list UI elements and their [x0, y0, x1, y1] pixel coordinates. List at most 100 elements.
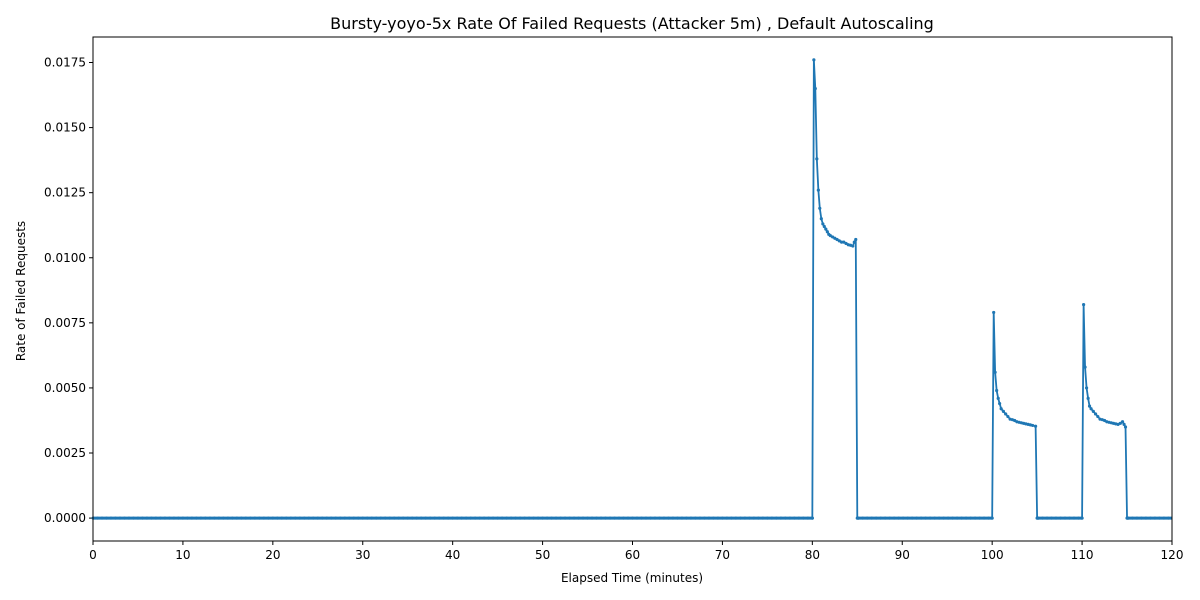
- baseline-point: [1144, 516, 1148, 520]
- baseline-point: [604, 516, 608, 520]
- baseline-point: [334, 516, 338, 520]
- baseline-point: [1054, 516, 1058, 520]
- y-axis-label: Rate of Failed Requests: [14, 221, 28, 361]
- baseline-point: [307, 516, 311, 520]
- baseline-point: [978, 516, 982, 520]
- baseline-point: [203, 516, 207, 520]
- baseline-point: [253, 516, 257, 520]
- baseline-point: [779, 516, 783, 520]
- baseline-point: [572, 516, 576, 520]
- baseline-point: [969, 516, 973, 520]
- x-tick-label: 70: [715, 548, 730, 562]
- baseline-point: [725, 516, 729, 520]
- baseline-point: [433, 516, 437, 520]
- baseline-point: [870, 516, 874, 520]
- data-point: [839, 240, 844, 244]
- baseline-point: [1041, 516, 1045, 520]
- data-point: [825, 230, 829, 234]
- baseline-point: [1139, 516, 1143, 520]
- baseline-point: [729, 516, 733, 520]
- baseline-point: [536, 516, 540, 520]
- baseline-point: [581, 516, 585, 520]
- baseline-point: [532, 516, 536, 520]
- series-line: [1081, 303, 1128, 519]
- baseline-point: [388, 516, 392, 520]
- baseline-point: [127, 516, 131, 520]
- baseline-point: [212, 516, 216, 520]
- baseline-point: [946, 516, 950, 520]
- baseline-point: [892, 516, 896, 520]
- x-tick-label: 50: [535, 548, 550, 562]
- baseline-point: [577, 516, 581, 520]
- baseline-point: [559, 516, 563, 520]
- data-point: [821, 222, 825, 226]
- baseline-point: [761, 516, 765, 520]
- data-point: [810, 516, 814, 520]
- baseline-point: [541, 516, 545, 520]
- baseline-point: [383, 516, 387, 520]
- data-point: [1091, 409, 1095, 413]
- baseline-point: [140, 516, 144, 520]
- baseline-point: [145, 516, 149, 520]
- baseline-point: [491, 516, 495, 520]
- baseline-point: [568, 516, 572, 520]
- baseline-point: [527, 516, 531, 520]
- baseline-point: [163, 516, 167, 520]
- baseline-point: [406, 516, 410, 520]
- baseline-point: [734, 516, 738, 520]
- data-point: [1080, 516, 1084, 520]
- baseline-point: [933, 516, 937, 520]
- baseline-point: [595, 516, 599, 520]
- data-point: [856, 516, 860, 520]
- baseline-point: [226, 516, 230, 520]
- x-tick-label: 110: [1071, 548, 1094, 562]
- baseline-point: [217, 516, 221, 520]
- baseline-point: [401, 516, 405, 520]
- data-point: [998, 401, 1002, 406]
- y-tick-label: 0.0175: [44, 56, 86, 70]
- baseline-point: [765, 516, 769, 520]
- baseline-point: [343, 516, 347, 520]
- data-point: [818, 206, 822, 210]
- baseline-point: [1050, 516, 1054, 520]
- baseline-point: [172, 516, 176, 520]
- baseline-point: [874, 516, 878, 520]
- x-tick-label: 90: [895, 548, 910, 562]
- baseline-point: [455, 516, 459, 520]
- baseline-point: [487, 516, 491, 520]
- x-tick-label: 120: [1161, 548, 1184, 562]
- data-point: [1096, 414, 1100, 419]
- baseline-point: [680, 516, 684, 520]
- baseline-point: [104, 516, 108, 520]
- baseline-point: [1072, 516, 1076, 520]
- data-point: [1122, 422, 1126, 426]
- baseline-point: [190, 516, 194, 520]
- data-point: [824, 227, 828, 231]
- baseline-point: [554, 516, 558, 520]
- baseline-point: [590, 516, 594, 520]
- baseline-point: [1059, 516, 1063, 520]
- baseline-point: [464, 516, 468, 520]
- data-point: [1083, 365, 1087, 369]
- baseline-point: [500, 516, 504, 520]
- data-point: [1084, 386, 1089, 390]
- baseline-point: [987, 516, 991, 520]
- baseline-point: [199, 516, 203, 520]
- baseline-point: [653, 516, 657, 520]
- baseline-point: [1162, 516, 1166, 520]
- baseline-point: [622, 516, 626, 520]
- data-point: [1036, 516, 1040, 520]
- data-point: [851, 244, 855, 248]
- baseline-point: [109, 516, 113, 520]
- x-tick-label: 20: [265, 548, 280, 562]
- baseline-point: [347, 516, 351, 520]
- baseline-point: [951, 516, 955, 520]
- baseline-point: [478, 516, 482, 520]
- baseline-point: [770, 516, 774, 520]
- baseline-point: [424, 516, 428, 520]
- baseline-point: [960, 516, 964, 520]
- baseline-point: [1135, 516, 1139, 520]
- baseline-point: [518, 516, 522, 520]
- data-point: [996, 396, 1000, 400]
